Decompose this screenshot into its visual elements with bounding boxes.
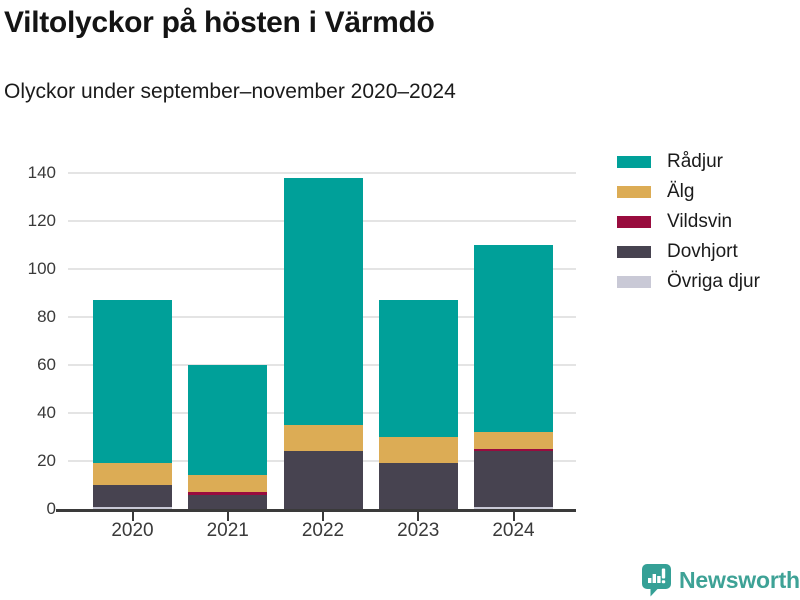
gridline (68, 172, 576, 174)
x-axis-tick (322, 509, 324, 521)
legend-item: Älg (617, 181, 760, 203)
bar-segment (188, 492, 268, 495)
brand-name: Newsworthy (679, 566, 800, 593)
legend-swatch (617, 186, 651, 198)
y-tick-label: 120 (27, 211, 56, 230)
bar-segment (378, 300, 458, 437)
y-tick-label: 140 (27, 163, 56, 182)
y-tick-label: 0 (46, 499, 56, 518)
plot-area: 0 20 40 60 80 100 120 140 2020 2021 2022 2023 2024 (28, 160, 576, 541)
legend-swatch (617, 216, 651, 228)
y-tick-label: 40 (37, 403, 56, 422)
bar-segment (188, 494, 268, 509)
brand-footer: Newsworthy (641, 563, 800, 597)
legend-swatch (617, 246, 651, 258)
bar-segment (93, 506, 172, 509)
bar-segment (188, 475, 268, 493)
x-tick-label: 2020 (111, 520, 154, 541)
legend-label: Övriga djur (667, 271, 760, 292)
newsworthy-logo-icon (642, 564, 671, 597)
bar-segment (283, 177, 363, 425)
bar-segment (378, 437, 458, 464)
x-axis-tick (512, 509, 515, 521)
legend-label: Älg (667, 181, 695, 202)
bar-segment (283, 451, 363, 509)
bar-segment (283, 425, 363, 452)
x-axis-tick (226, 509, 229, 521)
y-tick-label: 100 (27, 259, 56, 278)
bar-segment (474, 432, 553, 449)
legend-item: Vildsvin (617, 211, 760, 233)
bar-segment (93, 485, 172, 507)
legend-swatch (617, 276, 651, 288)
legend-item: Övriga djur (617, 271, 760, 293)
x-tick-label: 2021 (206, 520, 249, 541)
bar-segment (474, 449, 553, 452)
x-tick-label: 2023 (397, 520, 440, 541)
bar-segment (93, 300, 172, 464)
bar-segment (378, 463, 458, 509)
y-tick-label: 20 (37, 451, 56, 470)
x-axis-tick (131, 509, 134, 521)
x-tick-label: 2024 (492, 520, 535, 541)
legend-item: Dovhjort (617, 241, 760, 263)
y-tick-label: 60 (37, 355, 56, 374)
bar-segment (474, 245, 553, 433)
x-tick-label: 2022 (301, 520, 345, 541)
legend-swatch (617, 156, 651, 168)
legend-label: Rådjur (667, 151, 723, 172)
legend-label: Vildsvin (667, 211, 733, 232)
legend-item: Rådjur (617, 151, 760, 173)
x-axis-line (56, 509, 576, 512)
bar-segment (474, 451, 553, 507)
legend: Rådjur Älg Vildsvin Dovhjort Övriga djur (617, 151, 760, 301)
bar-segment (93, 463, 172, 485)
bar-segment (188, 365, 268, 476)
chart-title: Viltolyckor på hösten i Värmdö (4, 6, 435, 39)
legend-label: Dovhjort (667, 241, 738, 262)
x-axis-tick (417, 509, 420, 521)
y-tick-label: 80 (37, 307, 56, 326)
chart-subtitle: Olyckor under september–november 2020–20… (4, 80, 456, 103)
bar-segment (474, 506, 553, 509)
